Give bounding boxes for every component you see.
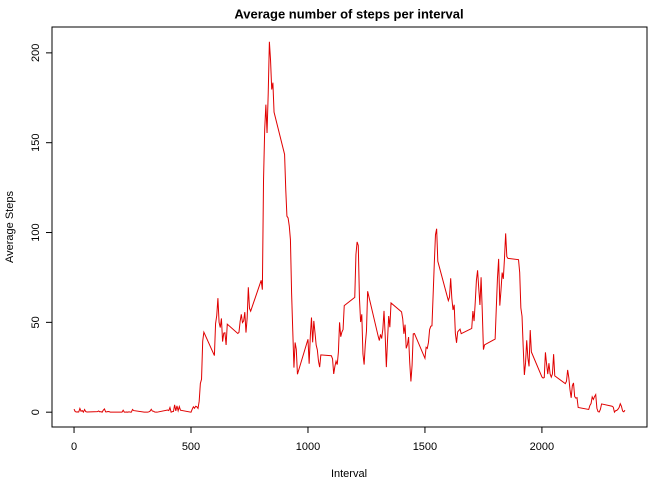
x-axis-label: Interval bbox=[331, 468, 367, 480]
plot-box bbox=[51, 26, 648, 428]
y-axis-label: Average Steps bbox=[4, 191, 16, 263]
data-line bbox=[73, 41, 626, 414]
y-tick-label: 150 bbox=[30, 134, 42, 152]
x-tick-label: 1000 bbox=[296, 441, 320, 453]
y-tick-label: 50 bbox=[30, 316, 42, 328]
x-tick-label: 500 bbox=[182, 441, 200, 453]
x-tick-label: 2000 bbox=[530, 441, 554, 453]
x-tick-label: 0 bbox=[71, 441, 77, 453]
y-tick-label: 200 bbox=[30, 44, 42, 62]
chart-title: Average number of steps per interval bbox=[234, 6, 463, 21]
y-tick-label: 0 bbox=[30, 409, 42, 415]
x-tick-label: 1500 bbox=[413, 441, 437, 453]
y-tick-label: 100 bbox=[30, 223, 42, 241]
